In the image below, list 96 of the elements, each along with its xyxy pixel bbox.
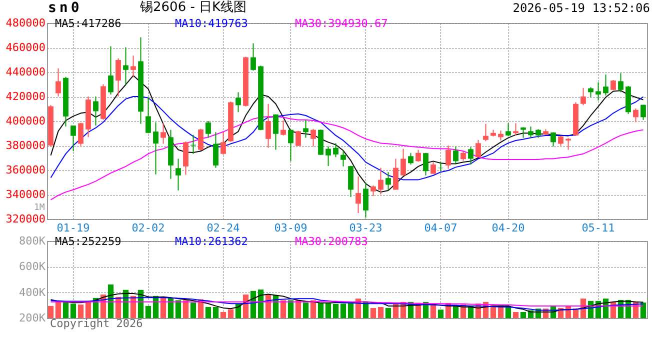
candlestick (198, 128, 204, 152)
candlestick (476, 139, 481, 158)
candlestick (176, 158, 181, 191)
candlestick (250, 42, 256, 72)
candlestick (333, 142, 338, 158)
candlestick (483, 123, 488, 142)
candlestick (550, 132, 556, 147)
candlestick (116, 58, 121, 97)
candlestick (220, 132, 226, 156)
candlestick (288, 129, 294, 162)
candlestick (310, 128, 316, 147)
x-tick-label: 04-07 (424, 222, 458, 234)
candlestick (303, 119, 308, 138)
line-series (50, 116, 644, 200)
text: MA10:419763 (175, 17, 248, 30)
x-tick-label: 01-19 (56, 222, 90, 234)
candlestick (370, 184, 376, 197)
y-tick-label: 480000 (6, 16, 46, 30)
y-tick-label: 400000 (6, 114, 46, 128)
y-tick-label: 200K (19, 312, 46, 324)
candlestick (363, 182, 368, 218)
candlestick (596, 82, 601, 102)
candlestick (273, 114, 278, 150)
y-tick-label: 460000 (6, 41, 46, 54)
candlestick (513, 122, 518, 136)
y-tick-label: 320000 (6, 212, 46, 226)
line-series (50, 297, 644, 311)
candlestick (640, 104, 646, 120)
text: 1M (34, 203, 45, 213)
candlestick (580, 87, 586, 106)
x-tick-label: 02-02 (132, 222, 165, 234)
candlestick (280, 120, 286, 136)
candlestick (56, 68, 61, 97)
candlestick (423, 152, 428, 176)
candlestick (468, 146, 474, 165)
candlestick (93, 96, 98, 126)
candlestick (603, 74, 608, 96)
candlestick (446, 145, 451, 170)
candlestick (213, 132, 218, 168)
x-tick-label: 03-09 (274, 222, 308, 234)
y-tick-label: 600K (19, 260, 46, 274)
line-series (50, 75, 644, 193)
candlestick (326, 146, 331, 167)
candlestick (408, 152, 414, 165)
candlestick (558, 135, 564, 146)
y-tick-label: 420000 (6, 90, 46, 103)
candlestick (146, 96, 151, 134)
text: MA5:252259 (55, 235, 122, 248)
candlestick (460, 151, 466, 162)
candlestick (340, 150, 346, 167)
text: MA5:417286 (55, 17, 122, 30)
candlestick (393, 158, 398, 190)
y-tick-label: 360000 (6, 164, 46, 176)
y-tick-label: 800K (19, 234, 46, 248)
text: sn0 (48, 0, 82, 16)
candlestick (130, 55, 136, 78)
chart-subtitle: 2026-05-19 13:52:06 (512, 1, 650, 15)
candlestick (153, 122, 158, 175)
text: MA10:261362 (175, 235, 248, 248)
candlestick (378, 167, 384, 195)
y-tick-label: 340000 (6, 188, 46, 201)
candlestick (266, 103, 271, 148)
annotation: Copyright 2026 (50, 317, 143, 330)
candlestick (123, 46, 128, 86)
x-tick-label: 02-24 (206, 222, 240, 234)
candlestick (618, 72, 624, 93)
candlestick (528, 126, 534, 138)
candlestick (296, 130, 301, 146)
candlestick (356, 176, 361, 214)
x-tick-label: 04-20 (492, 222, 525, 234)
candlestick (416, 149, 421, 162)
y-tick-label: 400K (19, 286, 46, 299)
candlestick (160, 122, 166, 144)
candlestick (430, 162, 436, 174)
candlestick (520, 126, 526, 138)
candlestick (610, 79, 616, 90)
candlestick (498, 130, 504, 141)
candlestick (633, 108, 638, 123)
text: MA30:200783 (295, 235, 368, 248)
chart-title: 锡2606 - 日K线图 (140, 0, 247, 15)
candlestick (70, 125, 76, 152)
candlestick (236, 92, 241, 113)
candlestick (386, 172, 391, 191)
x-tick-label: 05-11 (582, 222, 615, 234)
y-tick-label: 380000 (6, 139, 46, 152)
candlestick (400, 148, 406, 176)
candlestick (206, 120, 211, 138)
candlestick (108, 46, 114, 96)
candlestick (588, 86, 594, 98)
x-tick-label: 03-23 (349, 222, 382, 234)
text: MA30:394930.67 (295, 17, 388, 30)
y-tick-label: 440000 (6, 66, 46, 78)
candlestick (348, 165, 354, 198)
candlestick (78, 122, 84, 146)
candlestick (453, 146, 458, 164)
candlestick (506, 122, 511, 137)
